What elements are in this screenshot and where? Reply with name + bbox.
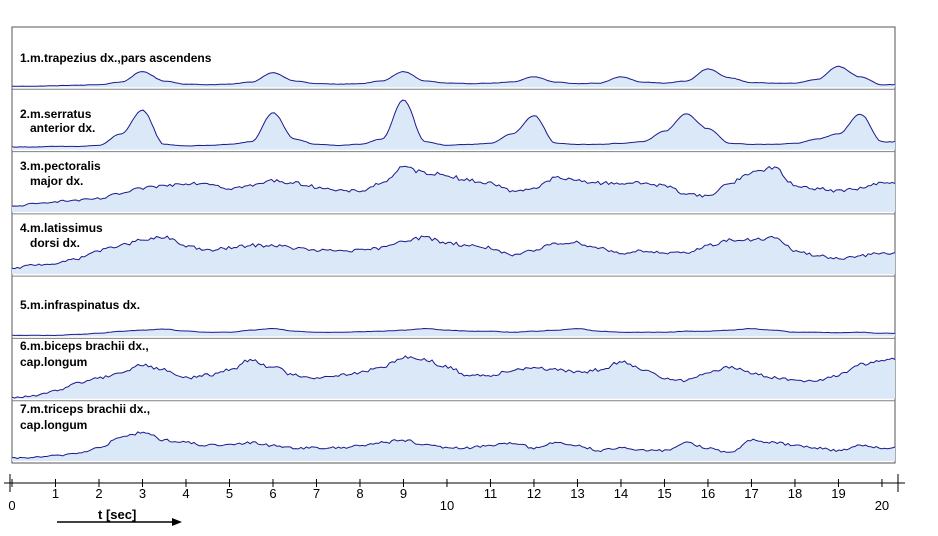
series-label: major dx. — [30, 174, 83, 188]
emg-panel: 1.m.trapezius dx.,pars ascendens — [11, 51, 896, 88]
x-tick-label: 12 — [527, 486, 541, 501]
signal-area — [12, 100, 895, 150]
signal-area — [12, 166, 895, 212]
series-label: 3.m.pectoralis — [20, 159, 101, 173]
x-tick-label: 20 — [875, 498, 889, 513]
x-tick-label: 13 — [570, 486, 584, 501]
x-tick-label: 4 — [182, 486, 189, 501]
signal-line — [11, 99, 896, 148]
series-label: anterior dx. — [30, 121, 95, 135]
signal-area — [12, 431, 895, 461]
signal-line — [11, 165, 896, 207]
series-label: 6.m.biceps brachii dx., — [20, 339, 149, 353]
emg-panels: 1.m.trapezius dx.,pars ascendens 2.m.serr… — [11, 26, 896, 464]
x-tick-label: 10 — [440, 498, 454, 513]
x-tick-label: 15 — [657, 486, 671, 501]
series-label: 2.m.serratus — [20, 107, 92, 121]
series-label: cap.longum — [20, 418, 87, 432]
x-tick-label: 3 — [139, 486, 146, 501]
series-label: 1.m.trapezius dx.,pars ascendens — [20, 51, 212, 65]
x-tick-label: 1 — [52, 486, 59, 501]
x-tick-label: 6 — [269, 486, 276, 501]
x-tick-label: 18 — [788, 486, 802, 501]
signal-line — [11, 65, 896, 87]
x-tick-label: 14 — [614, 486, 628, 501]
x-axis-label: t [sec] — [98, 507, 136, 522]
signal-line — [11, 235, 896, 270]
x-tick-label: 19 — [831, 486, 845, 501]
x-tick-label: 8 — [356, 486, 363, 501]
x-tick-label: 16 — [701, 486, 715, 501]
series-label: dorsi dx. — [30, 236, 80, 250]
signal-area — [12, 236, 895, 275]
signal-line — [11, 431, 896, 460]
time-arrow-icon — [57, 518, 182, 526]
signal-area — [12, 328, 895, 337]
x-tick-label: 17 — [744, 486, 758, 501]
series-label: cap.longum — [20, 355, 87, 369]
signal-area — [12, 355, 895, 399]
series-label: 5.m.infraspinatus dx. — [20, 298, 140, 312]
x-tick-label: 9 — [400, 486, 407, 501]
x-tick-label: 11 — [484, 486, 498, 501]
x-tick-label: 7 — [313, 486, 320, 501]
series-label: 4.m.latissimus — [20, 221, 103, 235]
x-tick-label: 5 — [226, 486, 233, 501]
signal-area — [12, 66, 895, 88]
emg-panel: 5.m.infraspinatus dx. — [11, 275, 895, 337]
x-tick-label: 2 — [95, 486, 102, 501]
emg-panel: 7.m.triceps brachii dx., cap.longum — [11, 400, 896, 461]
signal-line — [11, 355, 896, 399]
series-label: 7.m.triceps brachii dx., — [20, 402, 150, 416]
signal-line — [11, 327, 895, 337]
x-tick-label: 0 — [8, 498, 15, 513]
emg-panel: 6.m.biceps brachii dx., cap.longum — [11, 337, 896, 399]
